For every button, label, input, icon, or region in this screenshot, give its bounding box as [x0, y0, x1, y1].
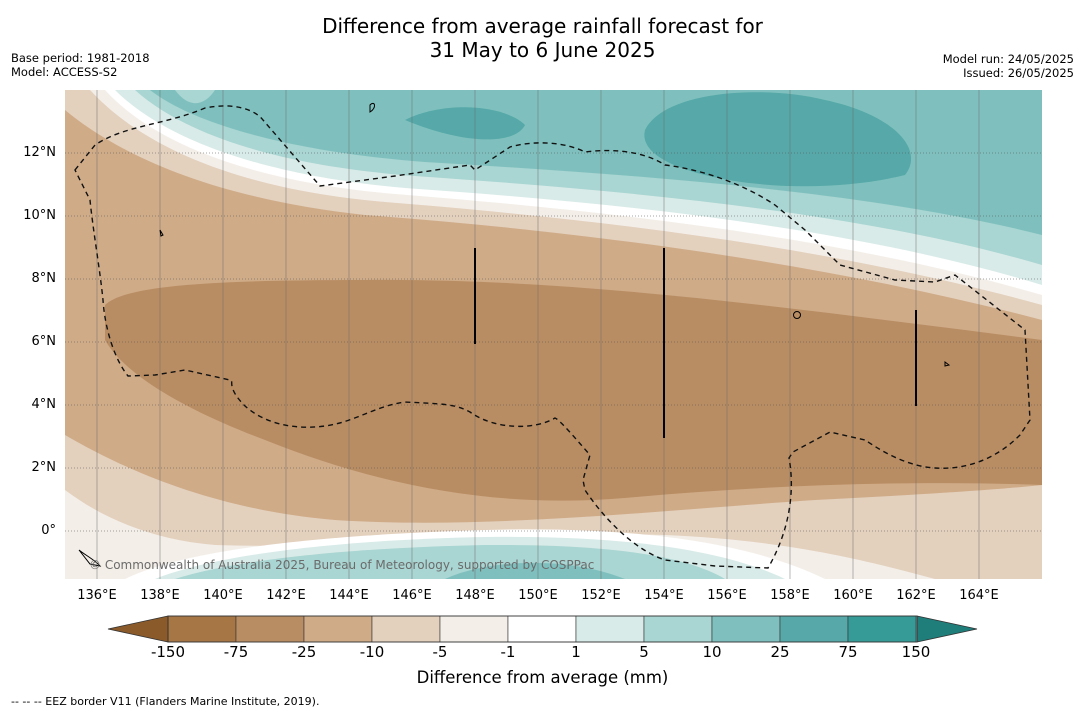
lon-label: 158°E	[770, 588, 810, 603]
lon-label: 146°E	[392, 588, 432, 603]
band-plus-10-south	[445, 562, 625, 579]
lon-label: 164°E	[959, 588, 999, 603]
lon-label: 156°E	[707, 588, 747, 603]
lon-label: 144°E	[329, 588, 369, 603]
colorbar-label: -25	[291, 643, 317, 661]
model-run: Model run: 24/05/2025	[942, 52, 1074, 66]
lat-label: 2°N	[31, 460, 57, 475]
colorbar-segment	[643, 615, 713, 643]
colorbar-label: 150	[901, 643, 931, 661]
colorbar-segment	[575, 615, 645, 643]
issued-date: Issued: 26/05/2025	[963, 66, 1074, 80]
colorbar-label: 5	[639, 643, 649, 661]
meta-right: Model run: 24/05/2025 Issued: 26/05/2025	[943, 52, 1074, 80]
colorbar-title: Difference from average (mm)	[416, 668, 669, 687]
colorbar-label: -150	[150, 643, 186, 661]
band-minus-75	[105, 279, 1042, 501]
lon-label: 140°E	[203, 588, 243, 603]
lat-label: 8°N	[31, 271, 57, 286]
lon-label: 154°E	[644, 588, 684, 603]
copyright-text: © Commonwealth of Australia 2025, Bureau…	[89, 558, 595, 572]
lat-label: 10°N	[23, 208, 56, 223]
lon-label: 150°E	[518, 588, 558, 603]
rainfall-map	[65, 90, 1042, 579]
colorbar-segment	[235, 615, 305, 643]
lon-label: 162°E	[896, 588, 936, 603]
lon-label: 152°E	[581, 588, 621, 603]
eez-solid-lines	[474, 248, 917, 438]
title-line-2: 31 May to 6 June 2025	[429, 38, 656, 62]
lon-label: 148°E	[455, 588, 495, 603]
colorbar-frame	[167, 615, 918, 643]
lon-label: 160°E	[833, 588, 873, 603]
eez-border	[74, 105, 1031, 569]
meta-left: Base period: 1981-2018 Model: ACCESS-S2	[11, 51, 150, 79]
blob-plus-25-a	[405, 107, 525, 140]
colorbar-label: 25	[770, 643, 790, 661]
lat-label: 12°N	[23, 145, 56, 160]
colorbar-segment	[167, 615, 237, 643]
lat-label: 6°N	[31, 334, 57, 349]
blob-plus-25-b	[644, 92, 912, 187]
title-line-1: Difference from average rainfall forecas…	[322, 14, 763, 38]
lat-label: 4°N	[31, 397, 57, 412]
islands	[78, 102, 951, 567]
colorbar-label: -1	[500, 643, 516, 661]
lon-label: 138°E	[140, 588, 180, 603]
colorbar-label: 10	[702, 643, 722, 661]
colorbar-label: -5	[432, 643, 448, 661]
colorbar-high-extend	[916, 615, 978, 643]
colorbar-label: 1	[571, 643, 581, 661]
latitude-grid	[65, 152, 1042, 532]
colorbar-segment	[847, 615, 917, 643]
colorbar-label: -75	[223, 643, 249, 661]
lat-label: 0°	[41, 523, 56, 538]
blob-nw	[175, 90, 215, 104]
lon-label: 136°E	[77, 588, 117, 603]
colorbar-segment	[371, 615, 441, 643]
colorbar-segment	[711, 615, 781, 643]
map-title: Difference from average rainfall forecas…	[0, 14, 1085, 62]
eez-footnote: -- -- -- EEZ border V11 (Flanders Marine…	[11, 695, 320, 708]
colorbar-segment	[439, 615, 509, 643]
map-svg	[65, 90, 1042, 579]
colorbar-low-extend	[107, 615, 169, 643]
colorbar-segment	[779, 615, 849, 643]
colorbar-label: -10	[359, 643, 385, 661]
colorbar-segment	[507, 615, 577, 643]
colorbar-segments	[167, 615, 917, 643]
base-period: Base period: 1981-2018	[11, 51, 150, 65]
model-name: Model: ACCESS-S2	[11, 65, 118, 79]
lon-label: 142°E	[266, 588, 306, 603]
colorbar-segment	[303, 615, 373, 643]
colorbar-label: 75	[838, 643, 858, 661]
colorbar	[107, 615, 978, 643]
